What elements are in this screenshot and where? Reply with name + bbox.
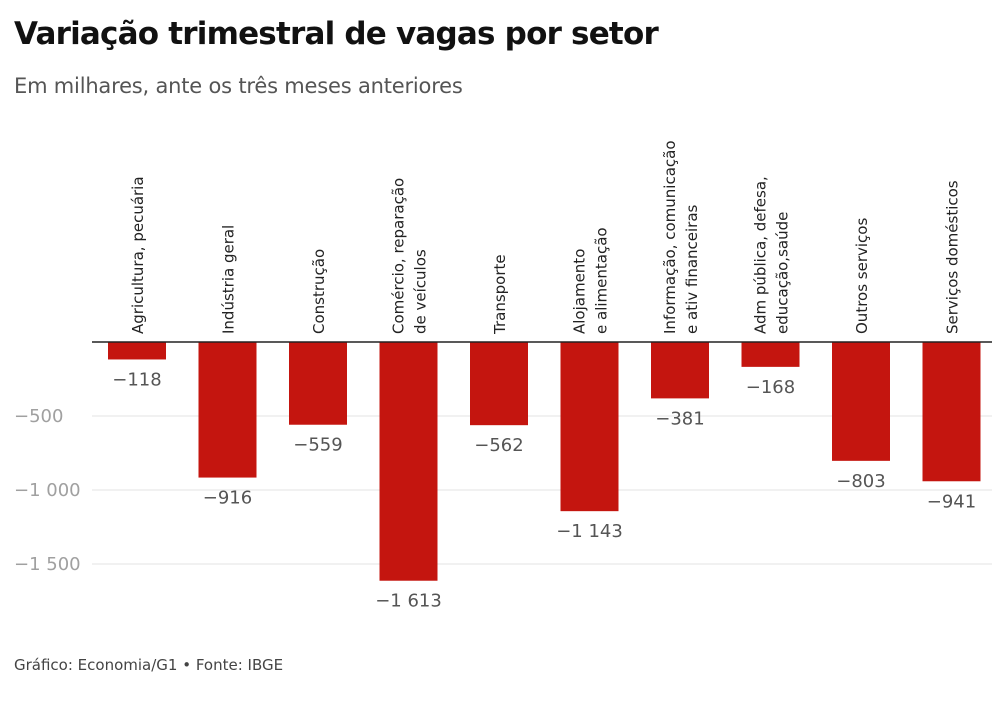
category-label: Construção	[310, 249, 328, 334]
category-label: Transporte	[491, 254, 509, 335]
grid-layer: −500 −1 000 −1 500	[14, 406, 992, 575]
bar	[379, 342, 438, 581]
category-label: Agricultura, pecuária	[129, 176, 147, 334]
category-label: e alimentação	[593, 227, 611, 334]
chart-subtitle: Em milhares, ante os três meses anterior…	[14, 74, 463, 98]
bar	[289, 342, 347, 425]
labels-layer: −118 Agricultura, pecuária −916 Indústria g…	[92, 140, 992, 612]
value-label: −562	[474, 435, 523, 456]
value-label: −916	[203, 488, 252, 509]
category-label: de veículos	[412, 249, 430, 334]
bar	[651, 342, 709, 399]
bar	[470, 342, 528, 426]
bar	[560, 342, 619, 512]
bar	[741, 342, 800, 367]
category-label: Informação, comunicação	[661, 140, 679, 334]
bars-layer	[108, 342, 981, 581]
category-label: Adm pública, defesa,	[752, 176, 770, 334]
value-label: −559	[293, 435, 342, 456]
category-label: Alojamento	[571, 249, 589, 334]
chart-title: Variação trimestral de vagas por setor	[14, 16, 659, 52]
category-label: Serviços domésticos	[944, 180, 962, 334]
y-tick-label: −1 000	[14, 480, 81, 501]
bar-chart: −500 −1 000 −1 500 −118 Agricultura, pecuár…	[14, 140, 992, 612]
bar	[922, 342, 981, 482]
value-label: −118	[112, 369, 161, 390]
category-label: e ativ financeiras	[683, 204, 701, 334]
value-label: −381	[655, 408, 704, 429]
value-label: −168	[746, 377, 795, 398]
source-credit: Gráfico: Economia/G1 • Fonte: IBGE	[14, 656, 284, 674]
category-label: Outros serviços	[853, 218, 871, 334]
value-label: −803	[836, 471, 885, 492]
value-label: −1 613	[375, 591, 442, 612]
y-tick-label: −500	[14, 406, 63, 427]
value-label: −1 143	[556, 521, 623, 542]
bar	[832, 342, 890, 461]
bar	[108, 342, 166, 360]
category-label: Comércio, reparação	[390, 178, 408, 334]
value-label: −941	[927, 491, 976, 512]
category-label: Indústria geral	[220, 225, 238, 334]
y-tick-label: −1 500	[14, 554, 81, 575]
bar	[198, 342, 257, 478]
category-label: educação,saúde	[774, 212, 792, 334]
